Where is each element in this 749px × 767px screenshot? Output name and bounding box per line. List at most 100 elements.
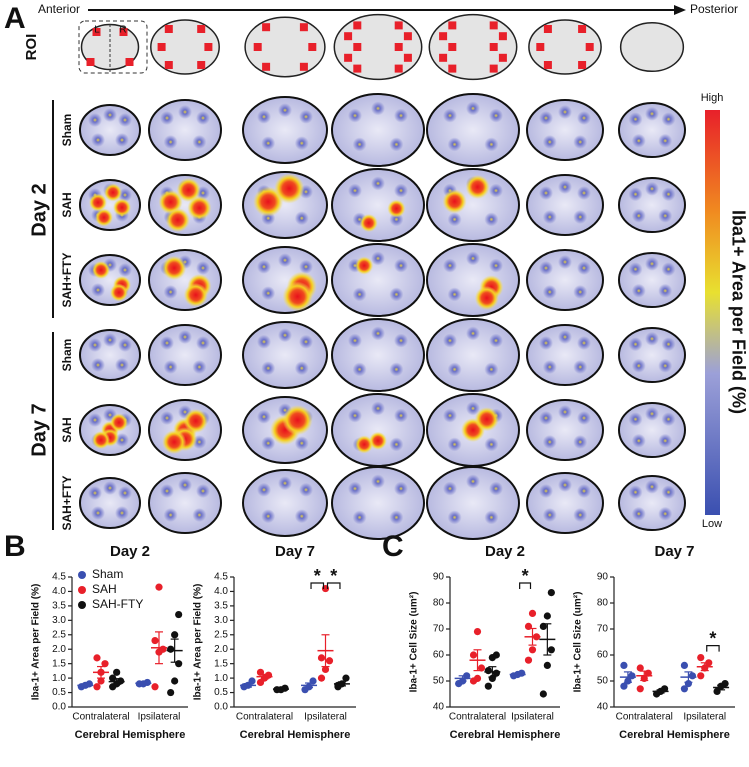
panel-letter: C <box>382 530 404 563</box>
y-tick-label: 0.0 <box>52 702 66 713</box>
y-axis-title: Iba-1+ Cell Size (um²) <box>573 592 584 693</box>
heat-spot <box>542 285 557 299</box>
roi-square <box>498 32 507 41</box>
roi-square <box>489 21 498 30</box>
heat-spot <box>573 435 588 449</box>
roi-square <box>299 23 308 32</box>
roi-square <box>536 43 545 51</box>
heat-spot <box>257 109 271 124</box>
y-axis-title: Iba-1+ Area per Field (%) <box>31 584 42 701</box>
heat-spot <box>299 259 313 274</box>
heat-spot <box>658 208 673 223</box>
heat-spot <box>394 333 408 348</box>
heat-spot <box>645 106 659 121</box>
panel-letter: A <box>4 2 26 35</box>
heat-spot <box>160 484 174 498</box>
heat-spot <box>466 326 480 341</box>
heat-spot <box>352 287 367 302</box>
heat-spot <box>658 283 673 298</box>
data-point <box>159 645 167 653</box>
y-tick-label: 90 <box>433 572 445 583</box>
heat-spot <box>160 336 174 350</box>
heat-spot <box>192 360 207 374</box>
heat-spot <box>628 485 643 500</box>
heat-spot <box>631 283 646 298</box>
heat-spot <box>539 186 553 200</box>
heat-spot <box>645 181 659 196</box>
data-point <box>524 656 533 664</box>
heat-spot <box>294 436 309 451</box>
y-tick-label: 2.0 <box>52 644 66 655</box>
group-label: SAH+FTY <box>60 475 74 530</box>
heat-spot <box>163 360 178 374</box>
heat-spot <box>573 135 588 149</box>
data-point <box>688 672 697 680</box>
heat-spot <box>484 510 499 525</box>
colorbar-high: High <box>701 92 724 104</box>
data-point <box>473 674 482 683</box>
brain-heatmaps: Sham SAH SAH+FTY Sham SAH SAH+FTY <box>60 13 686 540</box>
heat-spot <box>466 401 480 416</box>
y-tick-label: 60 <box>597 650 609 661</box>
roi-square <box>498 53 507 62</box>
significance-label: * <box>330 566 337 586</box>
heat-spot <box>278 103 292 118</box>
heat-spot <box>577 186 591 200</box>
y-tick-label: 0.0 <box>214 702 228 713</box>
x-axis-title: Cerebral Hemisphere <box>75 729 186 741</box>
group-label: Sham <box>60 114 74 147</box>
colorbar <box>705 110 720 515</box>
significance-label: * <box>709 628 716 648</box>
legend-marker <box>78 571 86 579</box>
heat-spot <box>542 360 557 374</box>
significance-bracket <box>310 582 325 589</box>
x-tick-label: Ipsilateral <box>511 712 554 723</box>
heat-spot <box>91 506 105 520</box>
heat-spot <box>355 256 374 275</box>
heat-spot <box>104 183 122 202</box>
heat-spot <box>558 180 572 194</box>
heat-spot <box>162 430 187 454</box>
y-tick-label: 80 <box>433 598 445 609</box>
heat-spot <box>371 326 385 341</box>
heat-spot <box>115 358 129 372</box>
y-tick-label: 1.5 <box>214 658 228 669</box>
heat-spot <box>348 408 362 423</box>
heat-spot <box>163 135 178 149</box>
y-tick-label: 2.0 <box>214 644 228 655</box>
heat-spot <box>294 211 309 226</box>
y-tick-label: 1.0 <box>214 673 228 684</box>
heat-spot <box>294 136 309 151</box>
heat-spot <box>88 113 102 127</box>
heat-spot <box>442 189 467 214</box>
heat-spot <box>92 261 110 279</box>
roi-square <box>86 58 95 66</box>
roi-slice <box>428 13 518 81</box>
heat-spot <box>261 509 276 524</box>
heat-spot <box>103 333 117 347</box>
heat-spot <box>278 476 292 491</box>
heat-spot <box>187 196 212 220</box>
roi-square <box>125 58 134 66</box>
y-tick-label: 50 <box>433 676 445 687</box>
heat-spot <box>661 412 676 427</box>
heat-spot <box>163 285 178 299</box>
heat-spot <box>196 111 210 125</box>
heat-spot <box>484 437 499 452</box>
legend-marker <box>78 586 86 594</box>
heat-spot <box>355 435 374 454</box>
roi-square <box>439 53 448 62</box>
data-point <box>620 661 628 670</box>
heat-spot <box>348 108 362 123</box>
x-tick-label: Contralateral <box>236 712 293 723</box>
roi-square <box>439 32 448 41</box>
significance-label: * <box>522 566 529 586</box>
heat-spot <box>558 105 572 119</box>
data-point <box>171 631 179 639</box>
heat-spot <box>631 358 646 373</box>
data-point <box>469 651 478 659</box>
roi-square <box>578 61 587 69</box>
heat-spot <box>92 431 110 449</box>
x-tick-label: Ipsilateral <box>683 712 726 723</box>
